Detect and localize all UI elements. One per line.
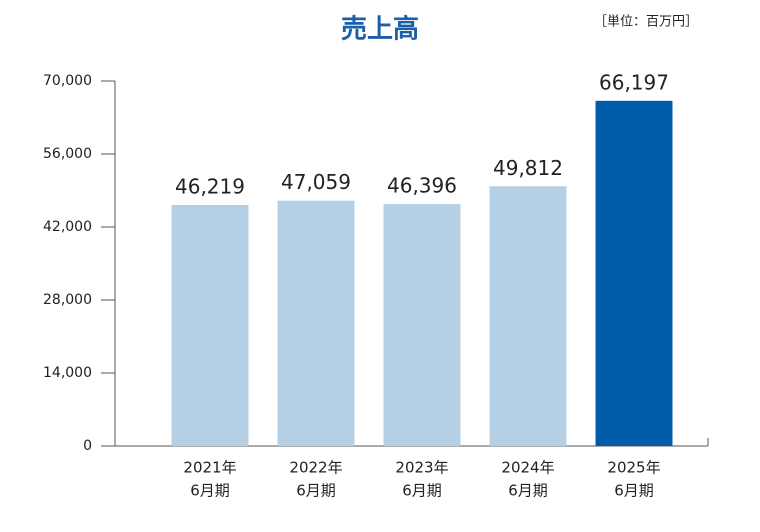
bar [171, 205, 249, 446]
chart-title: 売上高 [341, 14, 419, 45]
x-tick-label: 6月期 [296, 482, 336, 500]
x-tick-label: 2024年 [501, 459, 554, 477]
y-tick-label: 42,000 [43, 219, 92, 235]
x-tick-label: 2025年 [607, 459, 660, 477]
bar [277, 200, 355, 446]
x-tick-label: 6月期 [508, 482, 548, 500]
bar [383, 204, 461, 446]
unit-label: ［単位：百万円］ [594, 14, 698, 30]
value-label: 47,059 [281, 170, 351, 194]
y-tick-label: 0 [83, 438, 92, 454]
x-tick-label: 2022年 [289, 459, 342, 477]
bar [489, 186, 567, 447]
y-tick-label: 70,000 [43, 73, 92, 89]
y-tick-label: 14,000 [43, 365, 92, 381]
x-tick-label: 2023年 [395, 459, 448, 477]
value-label: 66,197 [599, 70, 669, 94]
y-tick-label: 28,000 [43, 292, 92, 308]
bar [595, 100, 673, 446]
x-tick-label: 6月期 [190, 482, 230, 500]
value-label: 49,812 [493, 156, 563, 180]
x-tick-label: 2021年 [183, 459, 236, 477]
x-tick-label: 6月期 [614, 482, 654, 500]
y-tick-label: 56,000 [43, 146, 92, 162]
x-tick-label: 6月期 [402, 482, 442, 500]
value-label: 46,219 [175, 175, 245, 199]
value-label: 46,396 [387, 174, 457, 198]
